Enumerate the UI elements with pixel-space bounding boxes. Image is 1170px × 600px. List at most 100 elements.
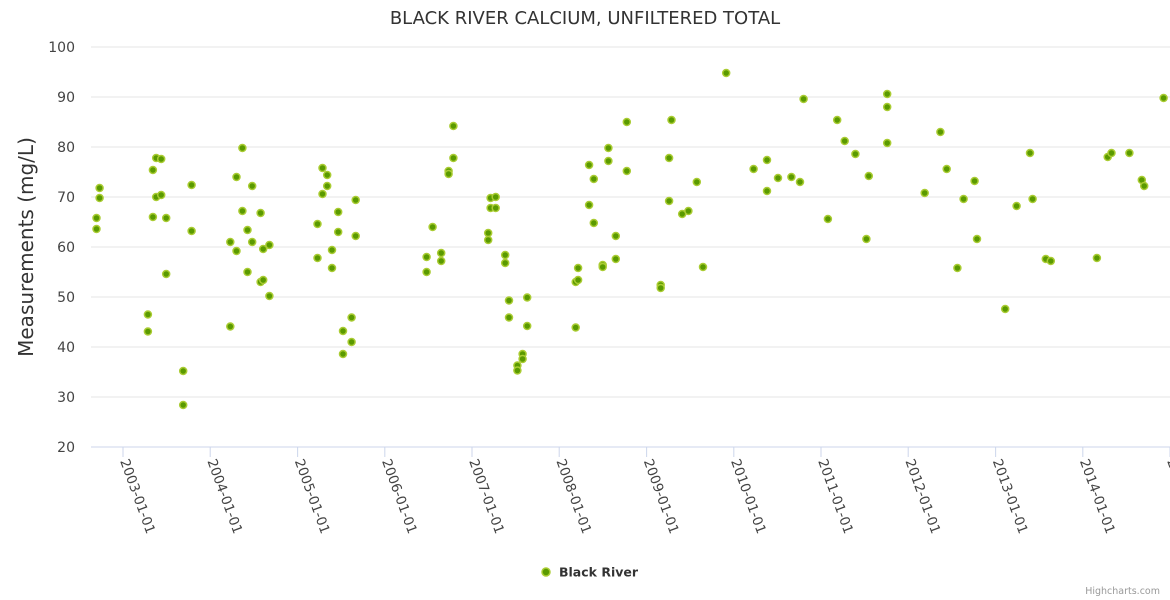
data-point[interactable] xyxy=(851,149,860,159)
data-point[interactable] xyxy=(92,224,101,234)
data-point[interactable] xyxy=(148,165,158,175)
data-point[interactable] xyxy=(799,94,808,104)
data-point[interactable] xyxy=(598,262,607,272)
data-point[interactable] xyxy=(449,153,458,163)
data-point[interactable] xyxy=(513,366,522,375)
data-point[interactable] xyxy=(698,262,708,272)
data-point[interactable] xyxy=(491,192,500,202)
data-point[interactable] xyxy=(226,237,235,247)
data-point[interactable] xyxy=(667,115,676,125)
data-point[interactable] xyxy=(428,222,437,232)
data-point[interactable] xyxy=(959,194,968,204)
data-point[interactable] xyxy=(1092,253,1102,263)
data-point[interactable] xyxy=(333,207,343,217)
data-point[interactable] xyxy=(664,196,674,206)
data-point[interactable] xyxy=(422,267,431,277)
data-point[interactable] xyxy=(247,181,257,191)
data-point[interactable] xyxy=(313,219,322,229)
data-point[interactable] xyxy=(95,183,104,193)
data-point[interactable] xyxy=(862,234,871,244)
data-point[interactable] xyxy=(187,226,196,236)
data-point[interactable] xyxy=(333,227,343,237)
data-point[interactable] xyxy=(243,267,252,277)
data-point[interactable] xyxy=(95,193,104,203)
data-point[interactable] xyxy=(243,225,252,235)
data-point[interactable] xyxy=(1012,201,1021,211)
data-point[interactable] xyxy=(491,203,500,213)
data-point[interactable] xyxy=(589,174,599,184)
data-point[interactable] xyxy=(936,127,945,137)
data-point[interactable] xyxy=(604,143,613,153)
data-point[interactable] xyxy=(749,164,758,174)
data-point[interactable] xyxy=(1125,148,1134,158)
credits-link[interactable]: Highcharts.com xyxy=(1085,586,1160,597)
data-point[interactable] xyxy=(684,206,693,216)
data-point[interactable] xyxy=(338,326,348,336)
data-point[interactable] xyxy=(258,275,268,285)
data-point[interactable] xyxy=(351,195,360,205)
data-point[interactable] xyxy=(422,252,431,262)
data-point[interactable] xyxy=(318,163,327,173)
data-point[interactable] xyxy=(664,153,674,163)
data-point[interactable] xyxy=(265,291,274,301)
data-point[interactable] xyxy=(953,263,962,273)
data-point[interactable] xyxy=(347,313,356,322)
data-point[interactable] xyxy=(773,173,783,183)
data-point[interactable] xyxy=(622,117,632,127)
data-point[interactable] xyxy=(1028,194,1037,204)
data-point[interactable] xyxy=(604,156,613,166)
data-point[interactable] xyxy=(322,170,332,180)
data-point[interactable] xyxy=(238,143,247,153)
data-point[interactable] xyxy=(573,263,583,273)
data-point[interactable] xyxy=(611,254,621,264)
data-point[interactable] xyxy=(882,102,892,112)
data-point[interactable] xyxy=(347,337,356,347)
data-point[interactable] xyxy=(622,166,632,176)
data-point[interactable] xyxy=(882,138,892,148)
data-point[interactable] xyxy=(327,263,337,273)
legend-marker[interactable] xyxy=(541,567,551,577)
data-point[interactable] xyxy=(226,322,235,331)
data-point[interactable] xyxy=(589,218,599,228)
data-point[interactable] xyxy=(161,269,171,279)
data-point[interactable] xyxy=(1159,93,1168,103)
data-point[interactable] xyxy=(161,213,171,223)
data-point[interactable] xyxy=(611,231,621,241)
data-point[interactable] xyxy=(970,176,979,186)
data-point[interactable] xyxy=(500,258,510,268)
data-point[interactable] xyxy=(265,240,274,250)
data-point[interactable] xyxy=(504,296,514,305)
data-point[interactable] xyxy=(692,177,702,187)
data-point[interactable] xyxy=(1107,148,1116,158)
data-point[interactable] xyxy=(338,349,348,359)
data-point[interactable] xyxy=(1139,181,1149,191)
data-point[interactable] xyxy=(256,208,265,218)
data-point[interactable] xyxy=(762,155,772,165)
data-point[interactable] xyxy=(864,171,874,181)
data-point[interactable] xyxy=(504,313,514,322)
data-point[interactable] xyxy=(522,293,532,302)
data-point[interactable] xyxy=(351,231,360,241)
data-point[interactable] xyxy=(1000,304,1010,314)
data-point[interactable] xyxy=(483,228,493,238)
data-point[interactable] xyxy=(327,245,337,255)
data-point[interactable] xyxy=(920,188,929,198)
data-point[interactable] xyxy=(832,115,842,125)
data-point[interactable] xyxy=(178,400,188,410)
data-point[interactable] xyxy=(232,246,241,256)
data-point[interactable] xyxy=(573,275,583,285)
data-point[interactable] xyxy=(436,248,446,258)
data-point[interactable] xyxy=(823,214,833,224)
data-point[interactable] xyxy=(762,186,772,196)
data-point[interactable] xyxy=(522,321,532,331)
data-point[interactable] xyxy=(148,212,158,222)
data-point[interactable] xyxy=(436,256,446,266)
data-point[interactable] xyxy=(1046,256,1056,266)
data-point[interactable] xyxy=(518,354,527,364)
data-point[interactable] xyxy=(787,172,796,182)
data-point[interactable] xyxy=(247,237,257,247)
data-point[interactable] xyxy=(143,327,153,336)
data-point[interactable] xyxy=(483,235,493,245)
data-point[interactable] xyxy=(318,189,327,199)
data-point[interactable] xyxy=(500,250,510,260)
